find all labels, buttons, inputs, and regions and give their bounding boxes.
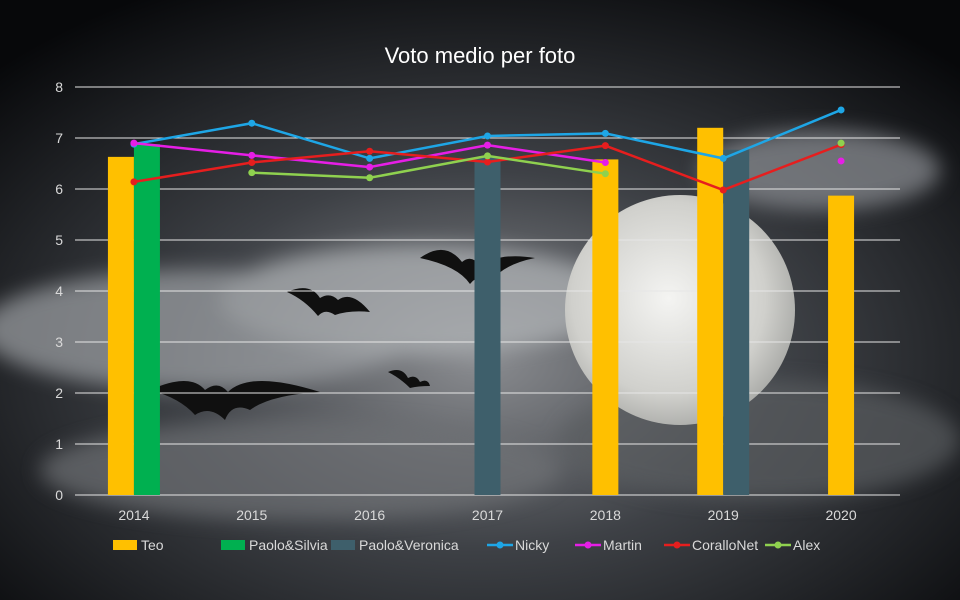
y-tick-label: 4: [55, 283, 63, 299]
point-nicky-2015: [248, 119, 256, 127]
point-nicky-2019: [719, 154, 727, 162]
legend-label-alex: Alex: [793, 537, 820, 553]
legend-label-paolo-silvia: Paolo&Silvia: [249, 537, 328, 553]
y-tick-label: 8: [55, 79, 63, 95]
y-tick-label: 6: [55, 181, 63, 197]
point-corallonet-2016: [366, 147, 374, 155]
point-martin-2015: [248, 151, 256, 159]
bar-teo-2014: [107, 156, 134, 495]
point-martin-2017: [484, 141, 491, 149]
point-martin-2018: [601, 158, 609, 166]
legend-marker-alex: [774, 541, 782, 549]
legend-marker-martin: [584, 541, 592, 549]
point-corallonet-2018: [601, 142, 609, 150]
point-nicky-2017: [484, 132, 491, 140]
x-axis-ticks: 2014 2015 2016 2017 2018 2019 2020: [118, 507, 857, 523]
point-nicky-2020: [837, 106, 845, 114]
bar-teo-2018: [592, 159, 619, 496]
y-tick-label: 7: [55, 130, 63, 146]
bar-paolo-veronica-2017: [474, 157, 501, 495]
y-tick-label: 5: [55, 232, 63, 248]
point-alex-2015: [248, 169, 256, 177]
bar-paolo-silvia-2014: [133, 144, 160, 495]
legend-swatch-paolo-silvia: [221, 540, 245, 550]
point-corallonet-2015: [248, 158, 256, 166]
point-martin-2016: [366, 163, 374, 171]
y-axis-ticks: 0 1 2 3 4 5 6 7 8: [55, 79, 63, 503]
y-tick-label: 0: [55, 487, 63, 503]
legend-marker-corallonet: [673, 541, 681, 549]
x-tick-label: 2016: [354, 507, 385, 523]
point-nicky-2016: [366, 154, 374, 162]
point-alex-2018: [601, 170, 609, 178]
point-martin-2020: [837, 157, 845, 165]
y-tick-label: 3: [55, 334, 63, 350]
point-alex-2020: [837, 139, 845, 147]
x-tick-label: 2015: [236, 507, 267, 523]
legend-swatch-teo: [113, 540, 137, 550]
x-tick-label: 2018: [590, 507, 621, 523]
point-corallonet-2017: [484, 158, 491, 166]
bar-teo-2020: [828, 195, 855, 495]
legend-label-nicky: Nicky: [515, 537, 549, 553]
point-corallonet-2014: [130, 178, 138, 186]
bar-paolo-veronica-2019: [723, 149, 750, 496]
line-marks: [130, 106, 845, 194]
legend-marker-nicky: [496, 541, 504, 549]
point-corallonet-2019: [719, 186, 727, 194]
y-tick-label: 2: [55, 385, 63, 401]
bar-marks: [107, 127, 855, 496]
legend: Teo Paolo&Silvia Paolo&Veronica Nicky Martin…: [113, 537, 820, 553]
point-alex-2017: [484, 152, 491, 160]
legend-label-martin: Martin: [603, 537, 642, 553]
legend-label-paolo-veronica: Paolo&Veronica: [359, 537, 459, 553]
x-tick-label: 2014: [118, 507, 149, 523]
legend-label-teo: Teo: [141, 537, 164, 553]
point-nicky-2018: [601, 129, 609, 137]
legend-label-corallonet: CoralloNet: [692, 537, 758, 553]
point-martin-2014: [130, 139, 138, 147]
x-tick-label: 2020: [825, 507, 856, 523]
line-alex: [251, 154, 606, 180]
y-tick-label: 1: [55, 436, 63, 452]
legend-swatch-paolo-veronica: [331, 540, 355, 550]
x-tick-label: 2019: [708, 507, 739, 523]
point-alex-2016: [366, 174, 374, 182]
chart-title: Voto medio per foto: [385, 43, 576, 68]
x-tick-label: 2017: [472, 507, 503, 523]
